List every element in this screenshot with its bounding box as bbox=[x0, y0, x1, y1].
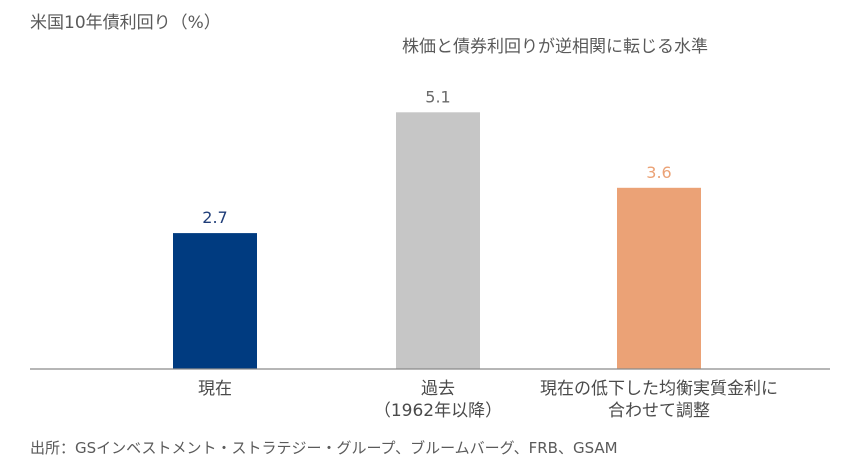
bar-value-label: 2.7 bbox=[202, 208, 227, 227]
category-label-current: 現在 bbox=[115, 378, 315, 400]
bar-value-label: 5.1 bbox=[425, 87, 450, 106]
category-label-line: 過去 bbox=[421, 379, 455, 399]
chart-title: 株価と債券利回りが逆相関に転じる水準 bbox=[402, 37, 708, 57]
bar-value-label: 3.6 bbox=[646, 163, 671, 182]
category-label-line: 現在の低下した均衡実質金利に bbox=[540, 379, 778, 399]
bars-layer bbox=[173, 112, 701, 370]
bar-past bbox=[396, 112, 480, 370]
value-labels-layer: 2.7 5.1 3.6 bbox=[202, 87, 671, 227]
bar-adjusted bbox=[617, 187, 701, 369]
category-label-line: 現在 bbox=[198, 379, 232, 399]
bar-current bbox=[173, 233, 257, 369]
category-label-past: 過去 （1962年以降） bbox=[338, 378, 538, 422]
y-axis-unit-label: 米国10年債利回り（%） bbox=[30, 13, 221, 33]
category-label-adjusted: 現在の低下した均衡実質金利に 合わせて調整 bbox=[519, 378, 799, 422]
category-label-line: 合わせて調整 bbox=[608, 401, 710, 421]
source-note: 出所：GSインベストメント・ストラテジー・グループ、ブルームバーグ、FRB、GS… bbox=[30, 439, 618, 457]
category-label-line: （1962年以降） bbox=[373, 401, 503, 421]
